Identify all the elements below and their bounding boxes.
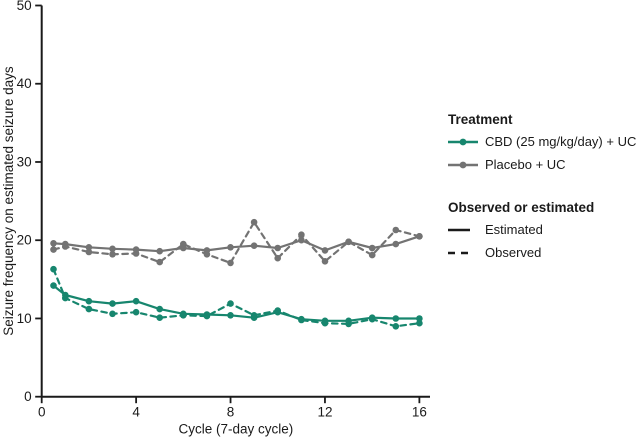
legend-treatment-title: Treatment [448,112,513,127]
data-point-cbd-estimated [321,317,329,325]
data-point-cbd-estimated [85,297,93,305]
data-point-placebo-observed [156,258,163,266]
data-point-placebo-observed [274,254,282,262]
data-point-cbd-estimated [50,282,57,289]
series-placebo-estimated [50,233,423,255]
data-point-cbd-estimated [392,315,400,322]
legend-item-placebo-label: Placebo + UC [485,157,566,172]
data-point-cbd-estimated [274,308,282,316]
data-point-placebo-observed [250,218,258,226]
series-line-cbd-estimated [52,284,421,322]
data-point-cbd-observed [227,300,234,307]
legend-item-cbd: CBD (25 mg/kg/day) + UC [448,134,636,149]
x-tick-label: 12 [317,405,332,420]
chart-legend: Treatment CBD (25 mg/kg/day) + UC Placeb… [448,112,636,268]
legend-item-observed: Observed [448,245,636,260]
data-point-placebo-observed [392,226,400,234]
data-point-cbd-observed [109,310,116,318]
data-point-cbd-observed [416,319,423,327]
data-point-placebo-observed [85,248,93,256]
data-point-placebo-estimated [321,247,329,254]
data-point-placebo-estimated [62,240,69,248]
data-point-placebo-estimated [180,244,187,252]
data-point-cbd-estimated [227,312,234,319]
data-point-cbd-observed [156,314,163,322]
data-point-placebo-estimated [368,244,376,252]
x-tick-label: 4 [132,405,140,420]
legend-item-observed-label: Observed [485,245,542,260]
data-point-placebo-estimated [274,244,282,252]
data-point-placebo-estimated [392,240,400,248]
data-point-cbd-estimated [132,297,140,305]
legend-item-placebo: Placebo + UC [448,157,636,172]
data-point-cbd-observed [50,265,57,273]
data-point-cbd-estimated [156,305,163,313]
data-point-cbd-observed [85,305,93,313]
data-point-placebo-observed [227,259,234,267]
data-point-cbd-estimated [109,300,116,307]
data-point-placebo-observed [368,251,376,259]
y-tick-label: 10 [17,311,32,326]
x-axis-title: Cycle (7-day cycle) [178,422,293,437]
x-tick-label: 16 [412,405,427,420]
x-tick-label: 0 [38,405,46,420]
solid-line-icon [448,225,478,235]
data-point-placebo-estimated [227,244,234,251]
legend-item-cbd-label: CBD (25 mg/kg/day) + UC [485,134,637,149]
y-tick-label: 0 [24,389,32,404]
data-point-placebo-estimated [156,247,163,255]
data-point-cbd-estimated [180,310,187,318]
data-point-placebo-estimated [109,245,116,253]
data-point-cbd-estimated [345,317,352,325]
series-cbd-observed [50,265,423,330]
data-point-placebo-estimated [203,247,211,254]
data-point-cbd-estimated [416,315,423,322]
series-placebo-observed [50,218,423,267]
data-point-placebo-estimated [85,244,93,251]
data-point-placebo-estimated [416,233,423,240]
data-point-placebo-observed [50,246,57,253]
legend-linetype-title: Observed or estimated [448,200,595,215]
data-point-placebo-estimated [345,238,352,246]
data-point-cbd-estimated [368,314,376,322]
data-point-placebo-estimated [298,236,305,244]
series-line-placebo-observed [52,221,421,264]
data-point-placebo-observed [109,251,116,258]
data-point-cbd-observed [132,308,140,316]
data-point-cbd-estimated [62,291,69,299]
data-point-cbd-estimated [298,315,305,323]
y-tick-label: 30 [17,154,32,169]
dashed-line-icon [448,248,478,258]
y-tick-label: 40 [17,76,32,91]
data-point-placebo-estimated [132,246,140,253]
data-point-cbd-estimated [203,311,211,318]
axes: 0 10 20 30 40 50 0 4 8 12 16 [17,0,430,420]
y-tick-label: 20 [17,233,32,248]
x-tick-label: 8 [227,405,235,420]
data-point-placebo-estimated [250,242,258,249]
series-line-placebo-estimated [52,235,421,253]
cbd-line-marker-icon [448,137,478,147]
data-point-placebo-observed [298,231,305,238]
data-point-cbd-observed [392,323,400,330]
data-point-placebo-observed [321,258,329,265]
legend-item-estimated-label: Estimated [485,222,543,237]
series-cbd-estimated [50,282,423,325]
y-tick-label: 50 [17,0,32,13]
data-point-cbd-estimated [250,314,258,322]
legend-item-estimated: Estimated [448,222,636,237]
y-axis-title: Seizure frequency on estimated seizure d… [1,66,16,336]
placebo-line-marker-icon [448,160,478,170]
data-point-placebo-estimated [50,240,57,247]
